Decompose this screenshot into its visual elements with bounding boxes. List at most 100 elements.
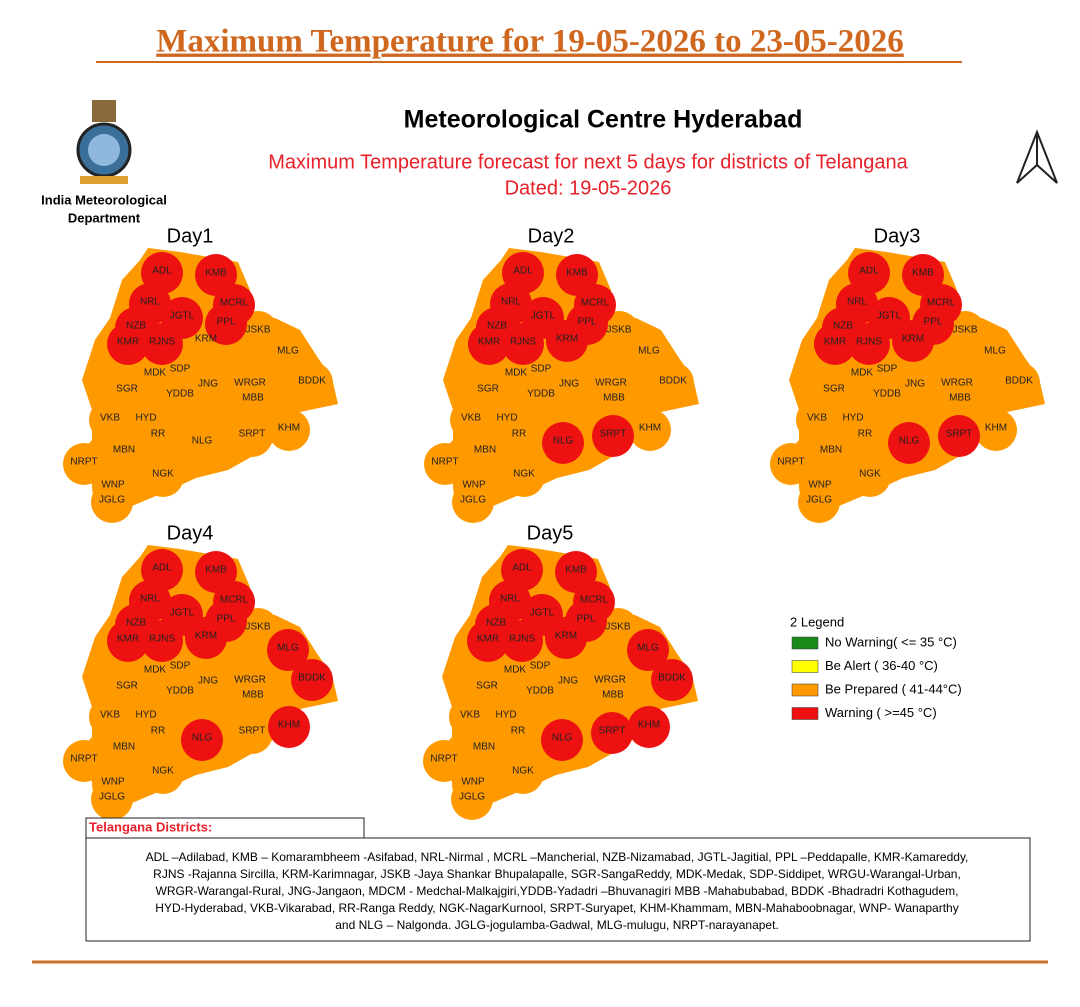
district-area <box>628 332 670 374</box>
district-area <box>974 332 1016 374</box>
district-label: NLG <box>192 733 213 744</box>
district-area <box>268 706 310 748</box>
district-area <box>237 311 279 353</box>
district-label: MCRL <box>220 595 249 606</box>
district-label: SRPT <box>239 726 266 737</box>
district-area <box>181 422 223 464</box>
district-area <box>63 740 105 782</box>
district-area <box>159 672 201 714</box>
district-label: SDP <box>877 364 898 375</box>
key: ADL –Adilabad, KMB – Komarambheem -Asifa… <box>146 850 969 932</box>
district-label: MLG <box>638 346 660 357</box>
district-label: ADL <box>859 266 879 277</box>
district-label: NZB <box>833 321 853 332</box>
district-label: KMB <box>205 565 227 576</box>
district-area <box>267 629 309 671</box>
district-area <box>591 712 633 754</box>
district-label: JGTL <box>170 608 195 619</box>
district-label: KMR <box>117 634 139 645</box>
district-label: JGTL <box>530 608 555 619</box>
district-label: MCRL <box>580 595 609 606</box>
district-area <box>291 362 333 404</box>
district-label: WNP <box>808 480 832 491</box>
district-area <box>545 617 587 659</box>
district-label: JGLG <box>99 792 125 803</box>
district-label: YDDB <box>526 686 554 697</box>
district-area <box>451 778 493 820</box>
district-label: BDDK <box>1005 376 1033 387</box>
district-area <box>141 323 183 365</box>
district-area <box>181 719 223 761</box>
district-area <box>205 303 247 345</box>
district-label: JNG <box>198 379 218 390</box>
district-label: KRM <box>555 631 577 642</box>
district-label: ADL <box>152 266 172 277</box>
district-label: YDDB <box>527 389 555 400</box>
district-label: NZB <box>487 321 507 332</box>
district-label: NGK <box>513 469 535 480</box>
district-label: MBN <box>820 445 842 456</box>
district-area <box>541 719 583 761</box>
district-label: MDK <box>504 665 527 676</box>
district-area <box>814 323 856 365</box>
district-area <box>501 620 543 662</box>
district-label: NLG <box>192 436 213 447</box>
district-area <box>652 362 694 404</box>
district-area <box>267 332 309 374</box>
district-area <box>627 629 669 671</box>
district-map: Day3 ADL KMB NRL MCRL NZB JGTL PPL KMR RJNS KRM JSK… <box>770 225 1045 523</box>
district-area <box>498 415 540 457</box>
district-label: JNG <box>559 379 579 390</box>
district-label: YDDB <box>873 389 901 400</box>
district-area <box>450 399 492 441</box>
district-label: NZB <box>486 618 506 629</box>
district-label: VKB <box>807 413 827 424</box>
district-area <box>998 362 1040 404</box>
key-title: Telangana Districts: <box>89 819 212 834</box>
district-area <box>542 422 584 464</box>
district-area <box>520 375 562 417</box>
district-label: KHM <box>985 423 1007 434</box>
district-area <box>519 672 561 714</box>
district-label: VKB <box>461 413 481 424</box>
district-label: MCRL <box>927 298 956 309</box>
district-label: MBN <box>113 445 135 456</box>
day-label: Day5 <box>527 522 574 544</box>
district-label: SDP <box>531 364 552 375</box>
district-label: NZB <box>126 321 146 332</box>
district-area <box>91 778 133 820</box>
district-label: NRL <box>140 594 160 605</box>
district-label: MBN <box>473 742 495 753</box>
district-label: WRGR <box>595 378 627 389</box>
district-label: BDDK <box>659 376 687 387</box>
district-map: Day2 ADL KMB NRL MCRL NZB JGTL PPL KMR RJNS KRM JSK… <box>424 225 699 523</box>
district-area <box>975 409 1017 451</box>
district-label: RR <box>858 429 872 440</box>
district-area <box>651 659 693 701</box>
district-label: KMB <box>912 268 934 279</box>
district-label: MLG <box>637 643 659 654</box>
district-area <box>593 379 635 421</box>
district-area <box>89 399 131 441</box>
district-area <box>467 620 509 662</box>
district-label: KMR <box>477 634 499 645</box>
district-label: JSKB <box>245 622 270 633</box>
district-label: JNG <box>558 676 578 687</box>
district-area <box>137 415 179 457</box>
district-label: NLG <box>899 436 920 447</box>
district-label: KHM <box>278 720 300 731</box>
district-label: MLG <box>277 346 299 357</box>
district-area <box>237 608 279 650</box>
district-label: MBB <box>242 393 264 404</box>
district-area <box>141 620 183 662</box>
district-label: SGR <box>823 384 845 395</box>
district-area <box>629 409 671 451</box>
district-label: YDDB <box>166 389 194 400</box>
district-area <box>232 676 274 718</box>
district-area <box>546 320 588 362</box>
north-arrow <box>1016 129 1058 184</box>
district-label: SDP <box>170 661 191 672</box>
district-label: NRL <box>847 297 867 308</box>
district-label: JGTL <box>877 311 902 322</box>
district-label: MLG <box>277 643 299 654</box>
